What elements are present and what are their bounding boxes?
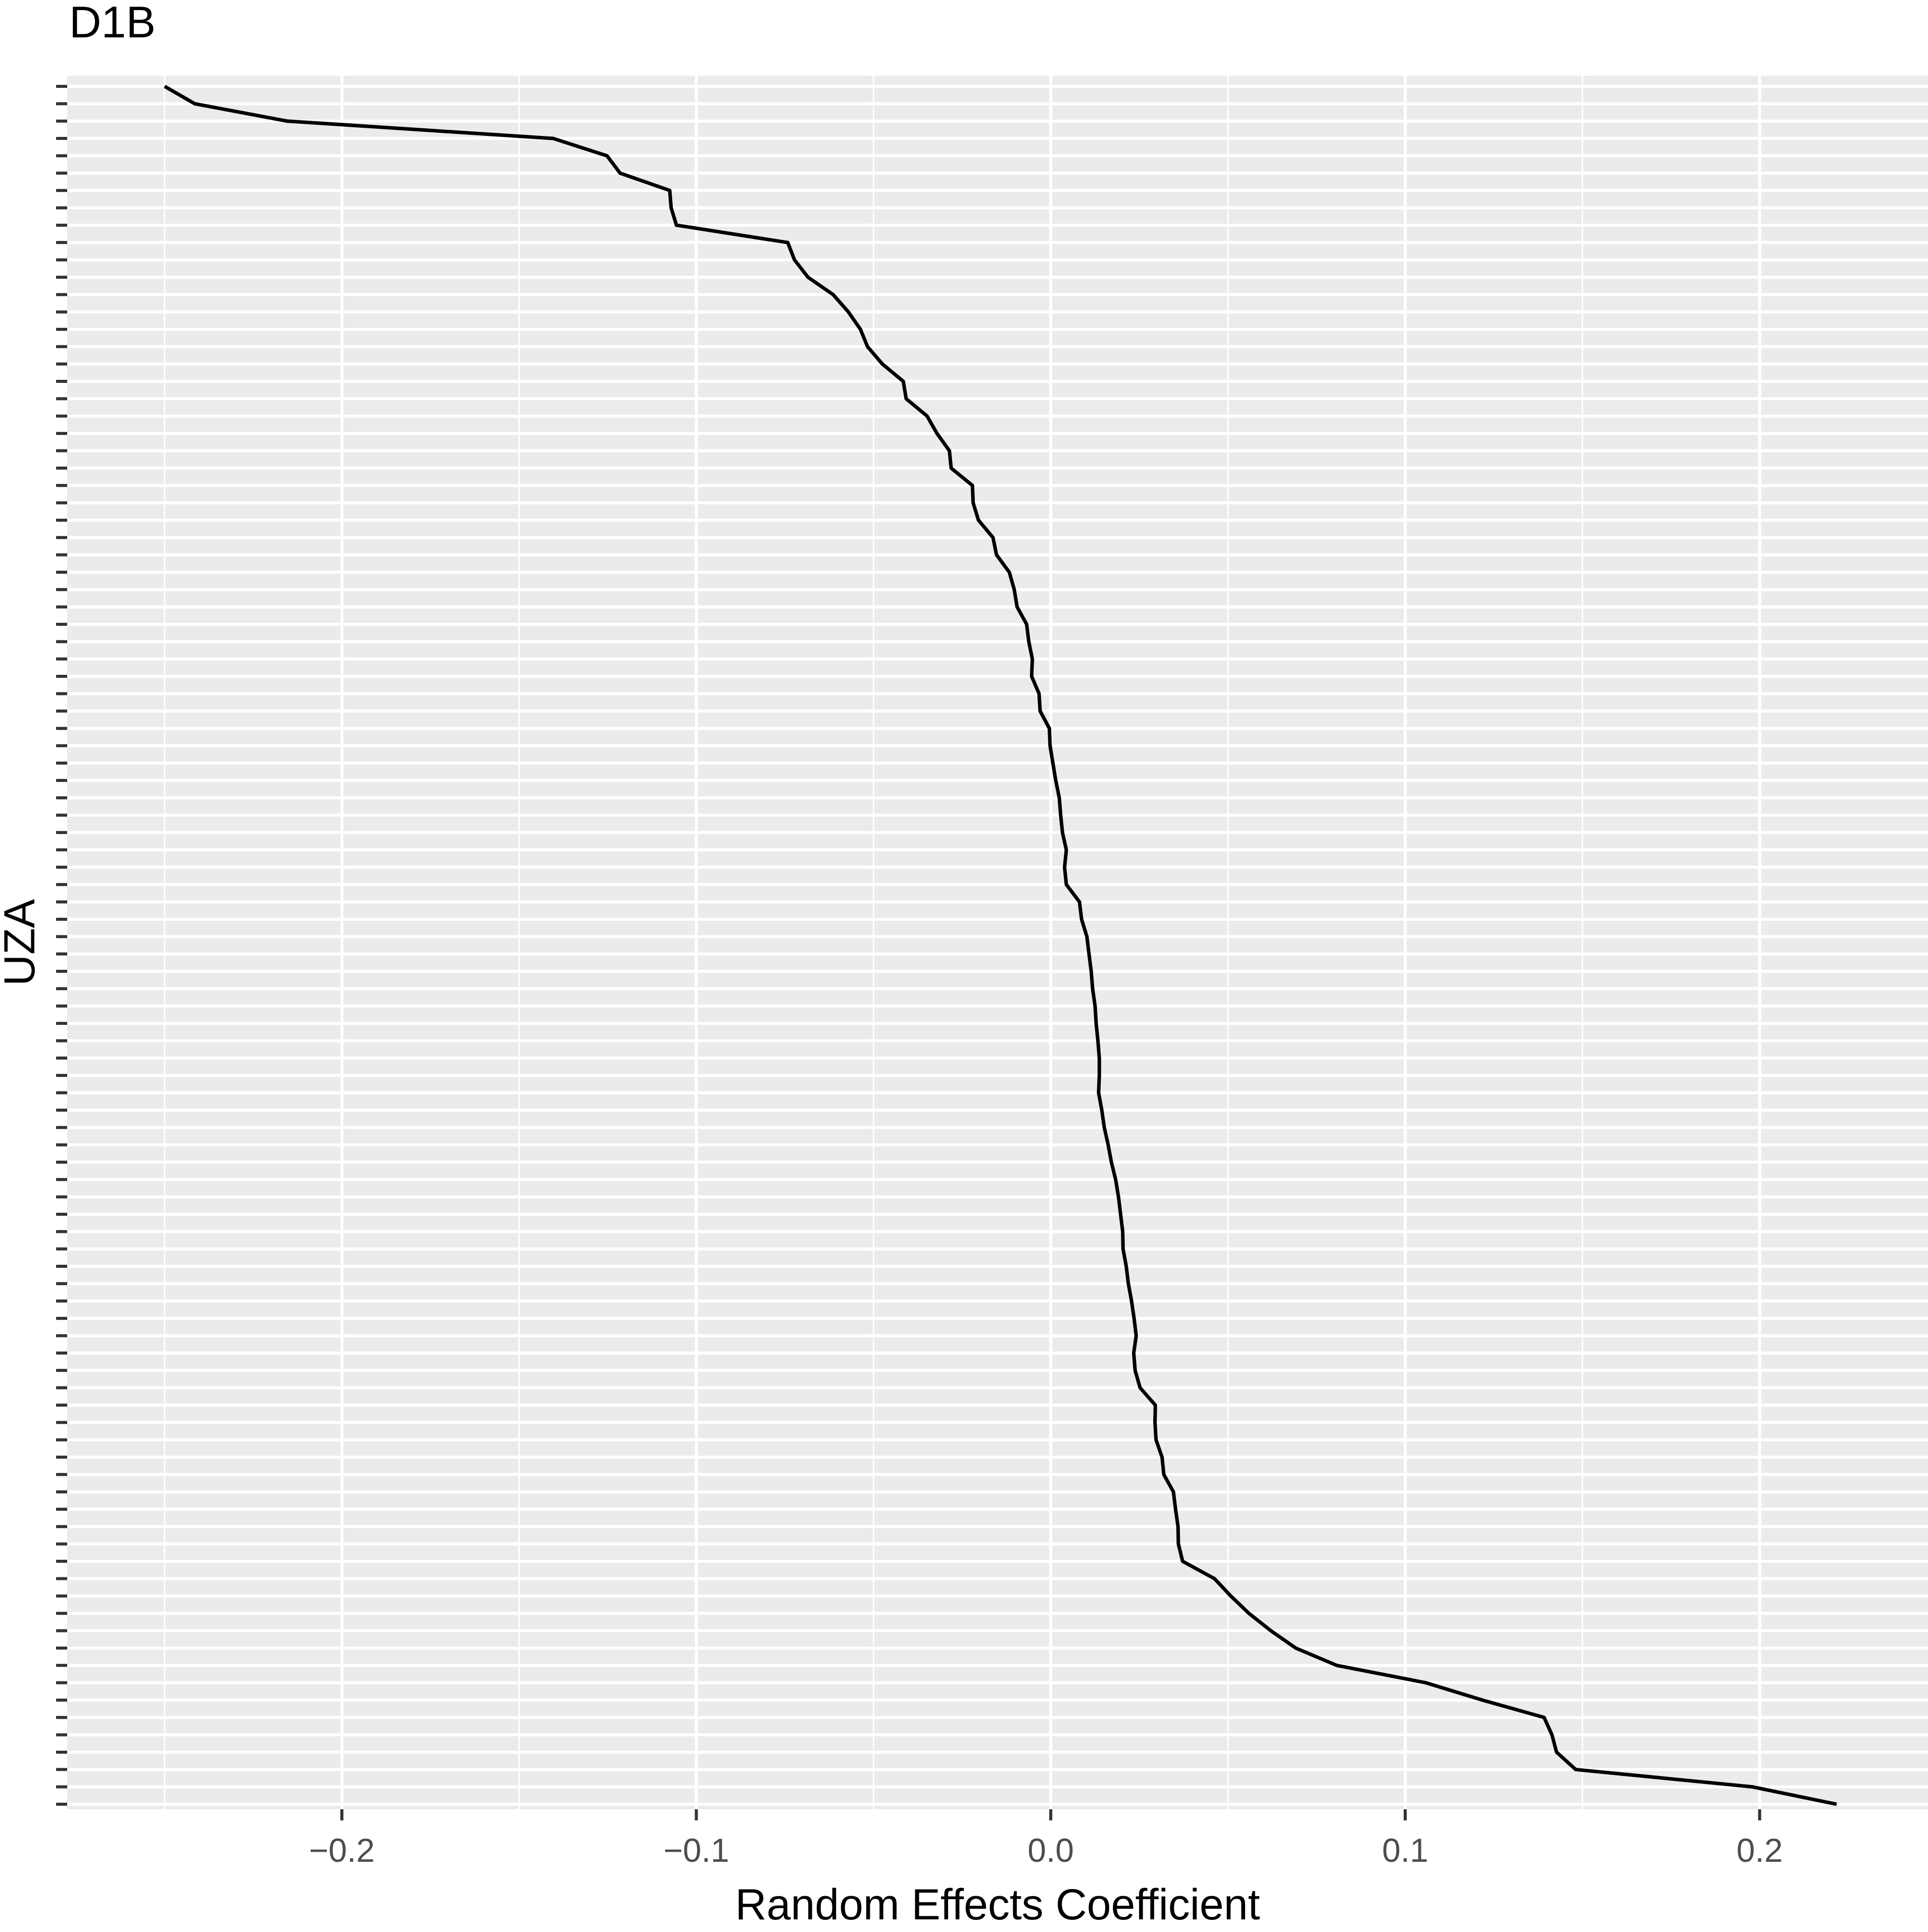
chart-title: D1B — [69, 0, 156, 47]
x-tick-label: 0.0 — [1027, 1831, 1074, 1869]
x-tick-label: −0.1 — [663, 1831, 729, 1869]
x-tick-labels: −0.2 −0.1 0.0 0.1 0.2 — [309, 1831, 1783, 1869]
x-axis-title: Random Effects Coefficient — [735, 1880, 1260, 1929]
y-axis-title: UZA — [0, 899, 44, 986]
axis-ticks — [56, 85, 1761, 1820]
x-tick-label: −0.2 — [309, 1831, 375, 1869]
grid-lines — [67, 76, 1928, 1809]
x-tick-label: 0.1 — [1382, 1831, 1428, 1869]
x-tick-label: 0.2 — [1737, 1831, 1783, 1869]
series-line — [164, 84, 1837, 1806]
panel-background — [67, 76, 1928, 1809]
